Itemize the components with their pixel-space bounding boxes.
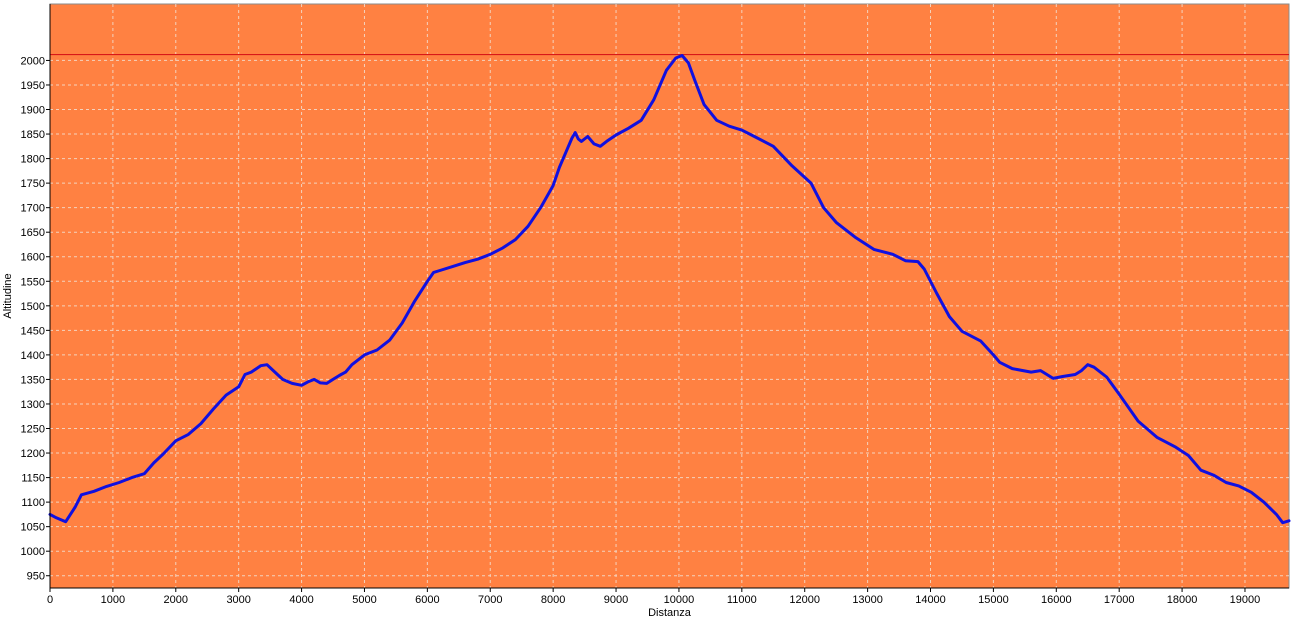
x-tick-label: 18000 — [1167, 594, 1198, 606]
y-tick-label: 1500 — [21, 301, 45, 313]
y-tick-label: 1650 — [21, 227, 45, 239]
y-tick-label: 1000 — [21, 546, 45, 558]
y-tick-label: 1250 — [21, 424, 45, 436]
x-tick-label: 8000 — [541, 594, 565, 606]
x-tick-label: 0 — [47, 594, 53, 606]
x-axis-title: Distanza — [648, 607, 692, 619]
y-tick-label: 1450 — [21, 325, 45, 337]
x-tick-label: 3000 — [226, 594, 250, 606]
x-tick-label: 1000 — [101, 594, 125, 606]
y-tick-label: 1300 — [21, 399, 45, 411]
x-tick-label: 17000 — [1104, 594, 1135, 606]
y-tick-label: 1150 — [21, 473, 45, 485]
y-tick-label: 1050 — [21, 522, 45, 534]
y-tick-label: 2000 — [21, 55, 45, 67]
x-tick-label: 11000 — [727, 594, 757, 606]
x-tick-label: 6000 — [415, 594, 439, 606]
x-axis-ticks: 0 1000 2000 3000 4000 5000 6000 7000 8000 9000 100… — [47, 588, 1260, 606]
altitude-profile-line — [48, 54, 1291, 525]
y-tick-label: 1100 — [21, 497, 45, 509]
x-tick-label: 12000 — [789, 594, 820, 606]
x-tick-label: 15000 — [978, 594, 1009, 606]
y-tick-label: 1550 — [21, 276, 45, 288]
x-tick-label: 14000 — [915, 594, 946, 606]
x-tick-label: 10000 — [664, 594, 695, 606]
x-tick-label: 9000 — [604, 594, 628, 606]
x-tick-label: 5000 — [352, 594, 376, 606]
plot-area — [49, 3, 1290, 589]
y-tick-label: 950 — [27, 571, 45, 583]
x-tick-label: 19000 — [1230, 594, 1261, 606]
y-tick-label: 1600 — [21, 252, 45, 264]
y-tick-label: 1800 — [21, 154, 45, 166]
y-tick-label: 1400 — [21, 350, 45, 362]
y-axis-title: Altitudine — [2, 273, 14, 318]
y-tick-label: 1950 — [21, 80, 45, 92]
y-tick-label: 1200 — [21, 448, 45, 460]
x-tick-label: 7000 — [478, 594, 502, 606]
y-tick-label: 1700 — [21, 203, 45, 215]
y-tick-label: 1900 — [21, 105, 45, 117]
y-tick-label: 1350 — [21, 374, 45, 386]
x-tick-label: 16000 — [1041, 594, 1072, 606]
y-axis-ticks: 950 1000 1050 1100 1150 1200 1250 1300 1350 1400 1… — [21, 55, 50, 583]
x-tick-label: 4000 — [289, 594, 313, 606]
x-tick-label: 2000 — [164, 594, 188, 606]
y-tick-label: 1750 — [21, 178, 45, 190]
y-tick-label: 1850 — [21, 129, 45, 141]
x-tick-label: 13000 — [852, 594, 883, 606]
